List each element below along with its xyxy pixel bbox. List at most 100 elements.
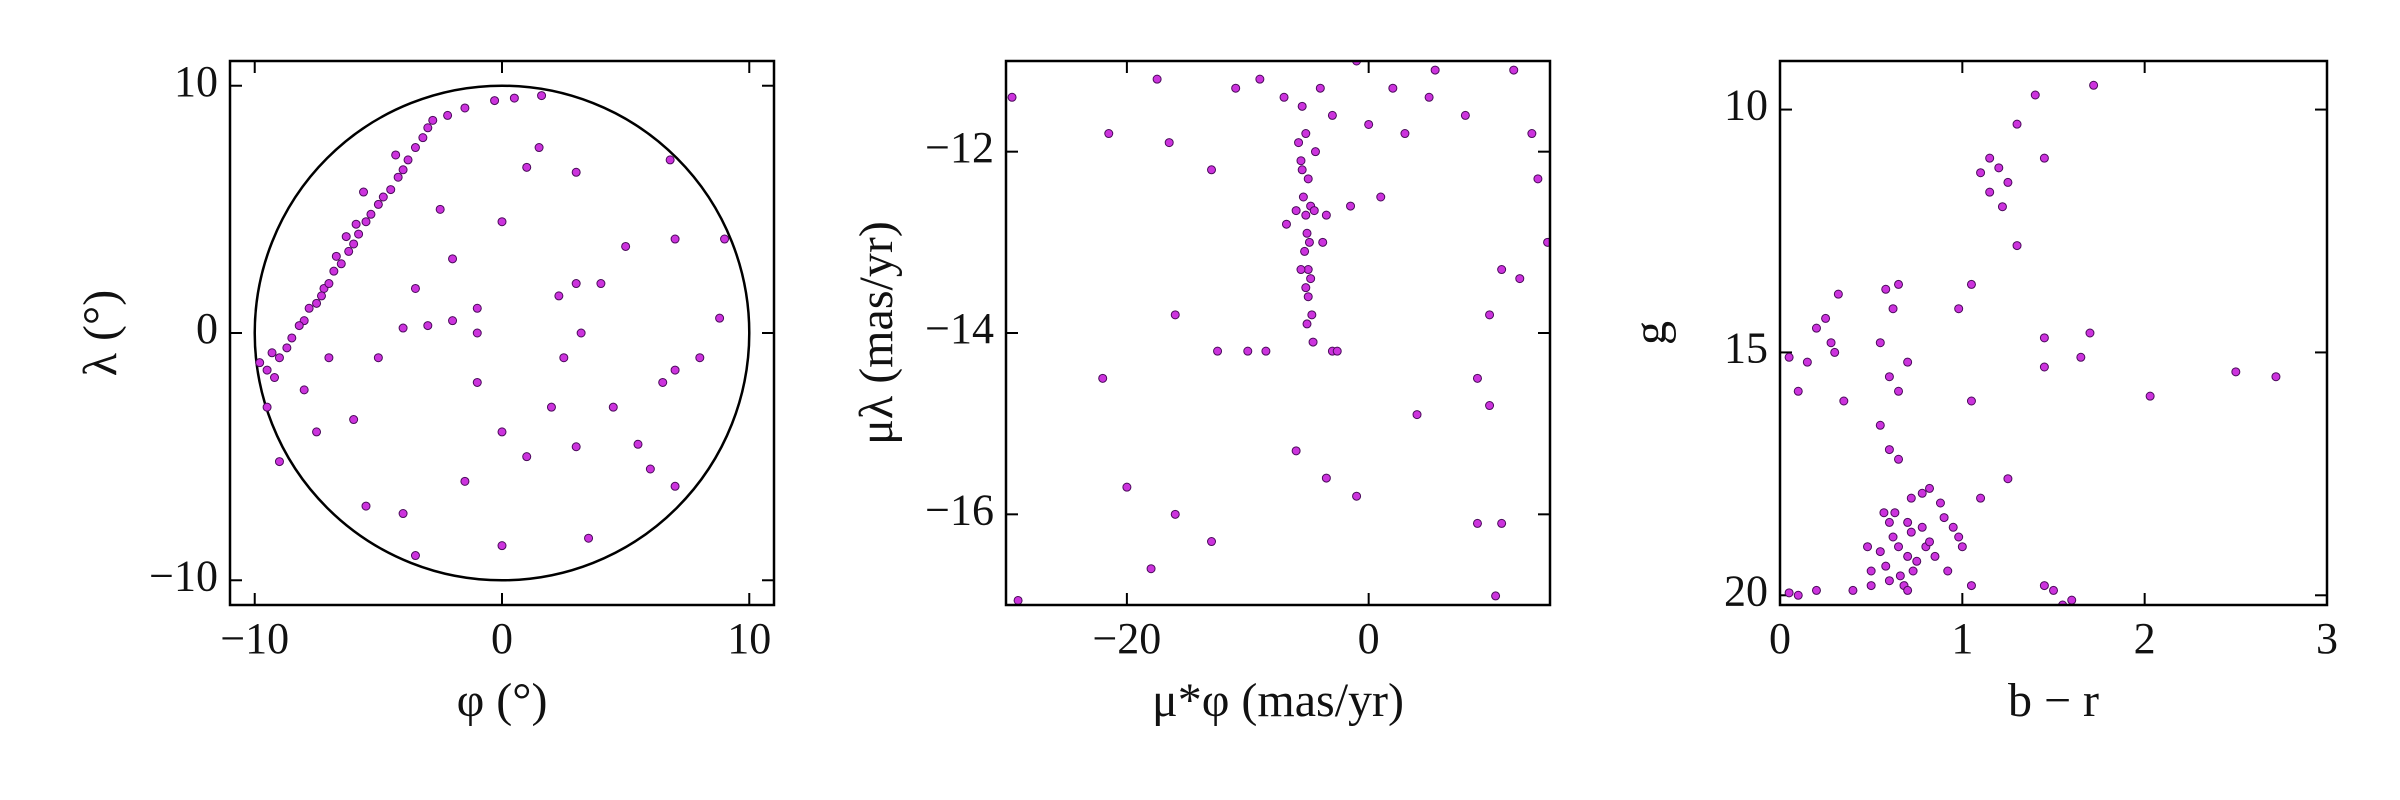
point	[1884, 517, 1894, 527]
point	[373, 353, 383, 363]
point	[1412, 410, 1422, 420]
point	[398, 323, 408, 333]
point	[282, 343, 292, 353]
point	[2039, 581, 2049, 591]
x-tick-label: 1	[1951, 614, 1973, 663]
point	[490, 96, 500, 106]
point	[1509, 65, 1519, 75]
point	[410, 143, 420, 153]
point	[571, 167, 581, 177]
point	[1875, 420, 1885, 430]
point	[546, 402, 556, 412]
point	[2003, 177, 2013, 187]
point	[1879, 508, 1889, 518]
point	[1261, 346, 1271, 356]
point	[1098, 373, 1108, 383]
point	[1935, 498, 1945, 508]
point	[658, 377, 668, 387]
point	[460, 103, 470, 113]
point	[608, 402, 618, 412]
point	[1784, 352, 1794, 362]
point	[274, 457, 284, 467]
point	[1146, 564, 1156, 574]
axes-frame	[1778, 59, 2329, 607]
y-tick-label: −12	[925, 123, 994, 172]
point	[443, 110, 453, 120]
point	[1866, 581, 1876, 591]
point	[270, 373, 280, 383]
point	[665, 155, 675, 165]
point	[1881, 284, 1891, 294]
y-tick-label: 20	[1724, 566, 1768, 615]
point	[1925, 483, 1935, 493]
point	[316, 291, 326, 301]
point	[1994, 163, 2004, 173]
point	[1294, 138, 1304, 148]
point	[1793, 590, 1803, 600]
point	[1811, 323, 1821, 333]
axes-frame	[1004, 59, 1552, 607]
point	[1954, 304, 1964, 314]
point	[1515, 274, 1525, 284]
point	[554, 291, 564, 301]
y-tick-label: 10	[1724, 81, 1768, 130]
point	[1917, 522, 1927, 532]
x-tick-label: 2	[2134, 614, 2156, 663]
point	[329, 266, 339, 276]
point	[1352, 491, 1362, 501]
x-tick-label: 3	[2316, 614, 2338, 663]
point	[2076, 352, 2086, 362]
point	[1930, 551, 1940, 561]
y-axis-label: λ (°)	[74, 290, 127, 376]
point	[2067, 595, 2077, 605]
y-tick-label: 10	[174, 57, 218, 106]
point	[1908, 566, 1918, 576]
point	[509, 93, 519, 103]
point	[2003, 474, 2013, 484]
point	[349, 415, 359, 425]
point	[472, 377, 482, 387]
point	[373, 199, 383, 209]
point	[522, 162, 532, 172]
point	[1207, 165, 1217, 175]
point	[2012, 119, 2022, 129]
point	[1297, 101, 1307, 111]
plot-area	[1007, 61, 1550, 605]
point	[1890, 508, 1900, 518]
point	[1966, 396, 1976, 406]
point	[1213, 346, 1223, 356]
point	[2030, 90, 2040, 100]
point	[1430, 65, 1440, 75]
point	[584, 533, 594, 543]
point	[1302, 319, 1312, 329]
point	[1884, 372, 1894, 382]
axes-frame	[228, 59, 776, 607]
point	[1925, 537, 1935, 547]
point	[418, 133, 428, 143]
point	[1917, 488, 1927, 498]
point	[410, 551, 420, 561]
point	[428, 115, 438, 125]
point	[645, 464, 655, 474]
point	[1894, 386, 1904, 396]
point	[576, 328, 586, 338]
point	[267, 348, 277, 358]
point	[386, 185, 396, 195]
point	[1826, 338, 1836, 348]
point	[1301, 210, 1311, 220]
point	[1485, 401, 1495, 411]
y-tick-label: 15	[1724, 324, 1768, 373]
point	[1884, 576, 1894, 586]
point	[324, 353, 334, 363]
point	[670, 481, 680, 491]
point	[324, 279, 334, 289]
point	[497, 427, 507, 437]
point	[1321, 210, 1331, 220]
point	[2089, 80, 2099, 90]
point	[1839, 396, 1849, 406]
point	[720, 234, 730, 244]
point	[366, 209, 376, 219]
point	[1895, 571, 1905, 581]
point	[1543, 237, 1550, 247]
